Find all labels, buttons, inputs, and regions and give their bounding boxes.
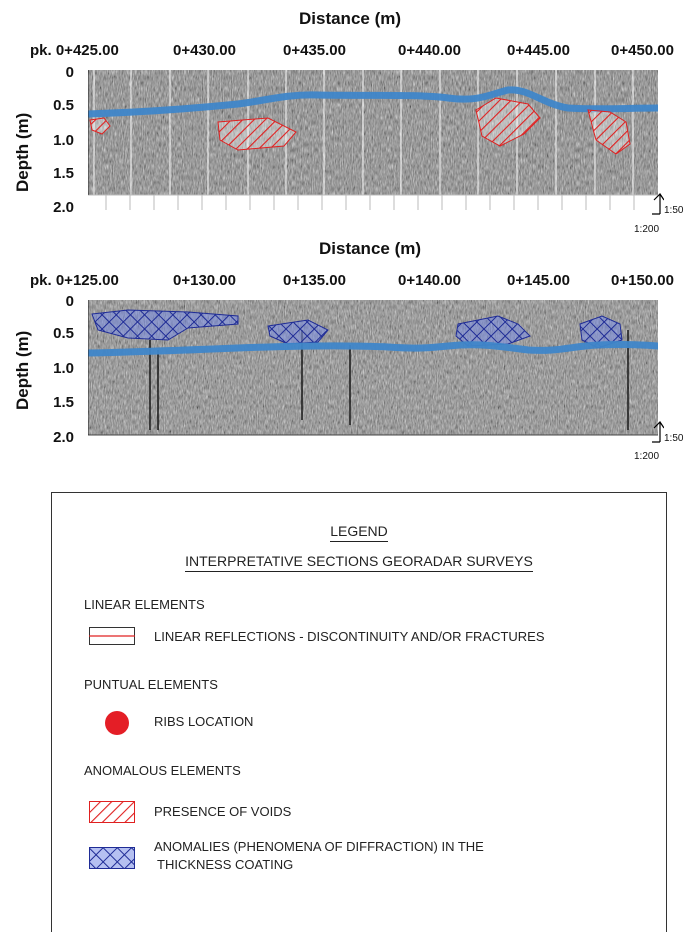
section2-tick-4: 0+145.00: [507, 272, 570, 289]
section1-tick-3: 0+440.00: [398, 42, 461, 59]
section2-depth-4: 2.0: [53, 429, 74, 446]
section2-tick-2: 0+135.00: [283, 272, 346, 289]
legend-puntual-item: RIBS LOCATION: [154, 714, 254, 729]
section2-xlabel: Distance (m): [318, 239, 422, 258]
section1-void-1: [89, 117, 111, 135]
section2-scale-arrow: [652, 421, 664, 443]
legend-box: LEGEND INTERPRETATIVE SECTIONS GEORADAR …: [51, 492, 667, 932]
section2-tick-3: 0+140.00: [398, 272, 461, 289]
section1-radargram: [88, 70, 658, 210]
section1-depth-2: 1.0: [53, 132, 74, 149]
section2-interface-line: [88, 341, 658, 357]
section1-depth-1: 0.5: [53, 97, 74, 114]
section2-depth-0: 0: [65, 293, 74, 310]
section1-scale-arrow: [652, 193, 664, 215]
section2-anomaly-2: [267, 319, 329, 345]
section2-depth-2: 1.0: [53, 360, 74, 377]
section2-ylabel: Depth (m): [13, 330, 32, 410]
section1-scale-h: 1:200: [634, 224, 660, 235]
legend-title: LEGEND: [52, 523, 666, 542]
legend-anomalies-item-line2: THICKNESS COATING: [157, 857, 294, 872]
section1-tick-4: 0+445.00: [507, 42, 570, 59]
section1-scale-v: 1:50: [664, 205, 684, 216]
section1-tick-0: pk. 0+425.00: [30, 42, 119, 59]
section2-tick-5: 0+150.00: [611, 272, 674, 289]
section1-depth-0: 0: [65, 64, 74, 81]
legend-subtitle: INTERPRETATIVE SECTIONS GEORADAR SURVEYS: [52, 553, 666, 572]
section2-tick-1: 0+130.00: [173, 272, 236, 289]
legend-puntual-heading: PUNTUAL ELEMENTS: [84, 677, 218, 692]
legend-voids-symbol: [89, 801, 135, 823]
section1-void-2: [217, 117, 297, 151]
section2-depth-1: 0.5: [53, 325, 74, 342]
section2-scale-v: 1:50: [664, 433, 684, 444]
section2-anomaly-3: [455, 315, 531, 347]
section1-depth-3: 1.5: [53, 165, 74, 182]
legend-voids-item: PRESENCE OF VOIDS: [154, 804, 292, 819]
section2-anomaly-1: [91, 309, 239, 341]
rib-location-icon: [105, 711, 129, 735]
legend-anomalies-item-line1: ANOMALIES (PHENOMENA OF DIFFRACTION) IN …: [154, 839, 484, 854]
section2-depth-3: 1.5: [53, 394, 74, 411]
legend-linear-heading: LINEAR ELEMENTS: [84, 597, 205, 612]
section2-radargram: [88, 300, 658, 436]
legend-anomalies-symbol: [89, 847, 135, 869]
section1-void-4: [587, 109, 631, 155]
section1-depth-4: 2.0: [53, 199, 74, 216]
section1-ylabel: Depth (m): [13, 112, 32, 192]
section2-anomaly-4: [579, 315, 623, 349]
section2-scale-h: 1:200: [634, 451, 660, 462]
section1-tick-1: 0+430.00: [173, 42, 236, 59]
section1-void-3: [475, 97, 541, 147]
section1-tick-5: 0+450.00: [611, 42, 674, 59]
legend-anomalous-heading: ANOMALOUS ELEMENTS: [84, 763, 241, 778]
section1-xlabel: Distance (m): [298, 9, 402, 28]
legend-linear-item: LINEAR REFLECTIONS - DISCONTINUITY AND/O…: [154, 629, 545, 644]
section1-interface-line: [88, 86, 658, 118]
section2-tick-0: pk. 0+125.00: [30, 272, 119, 289]
legend-linear-symbol: [89, 627, 135, 645]
section1-tick-2: 0+435.00: [283, 42, 346, 59]
